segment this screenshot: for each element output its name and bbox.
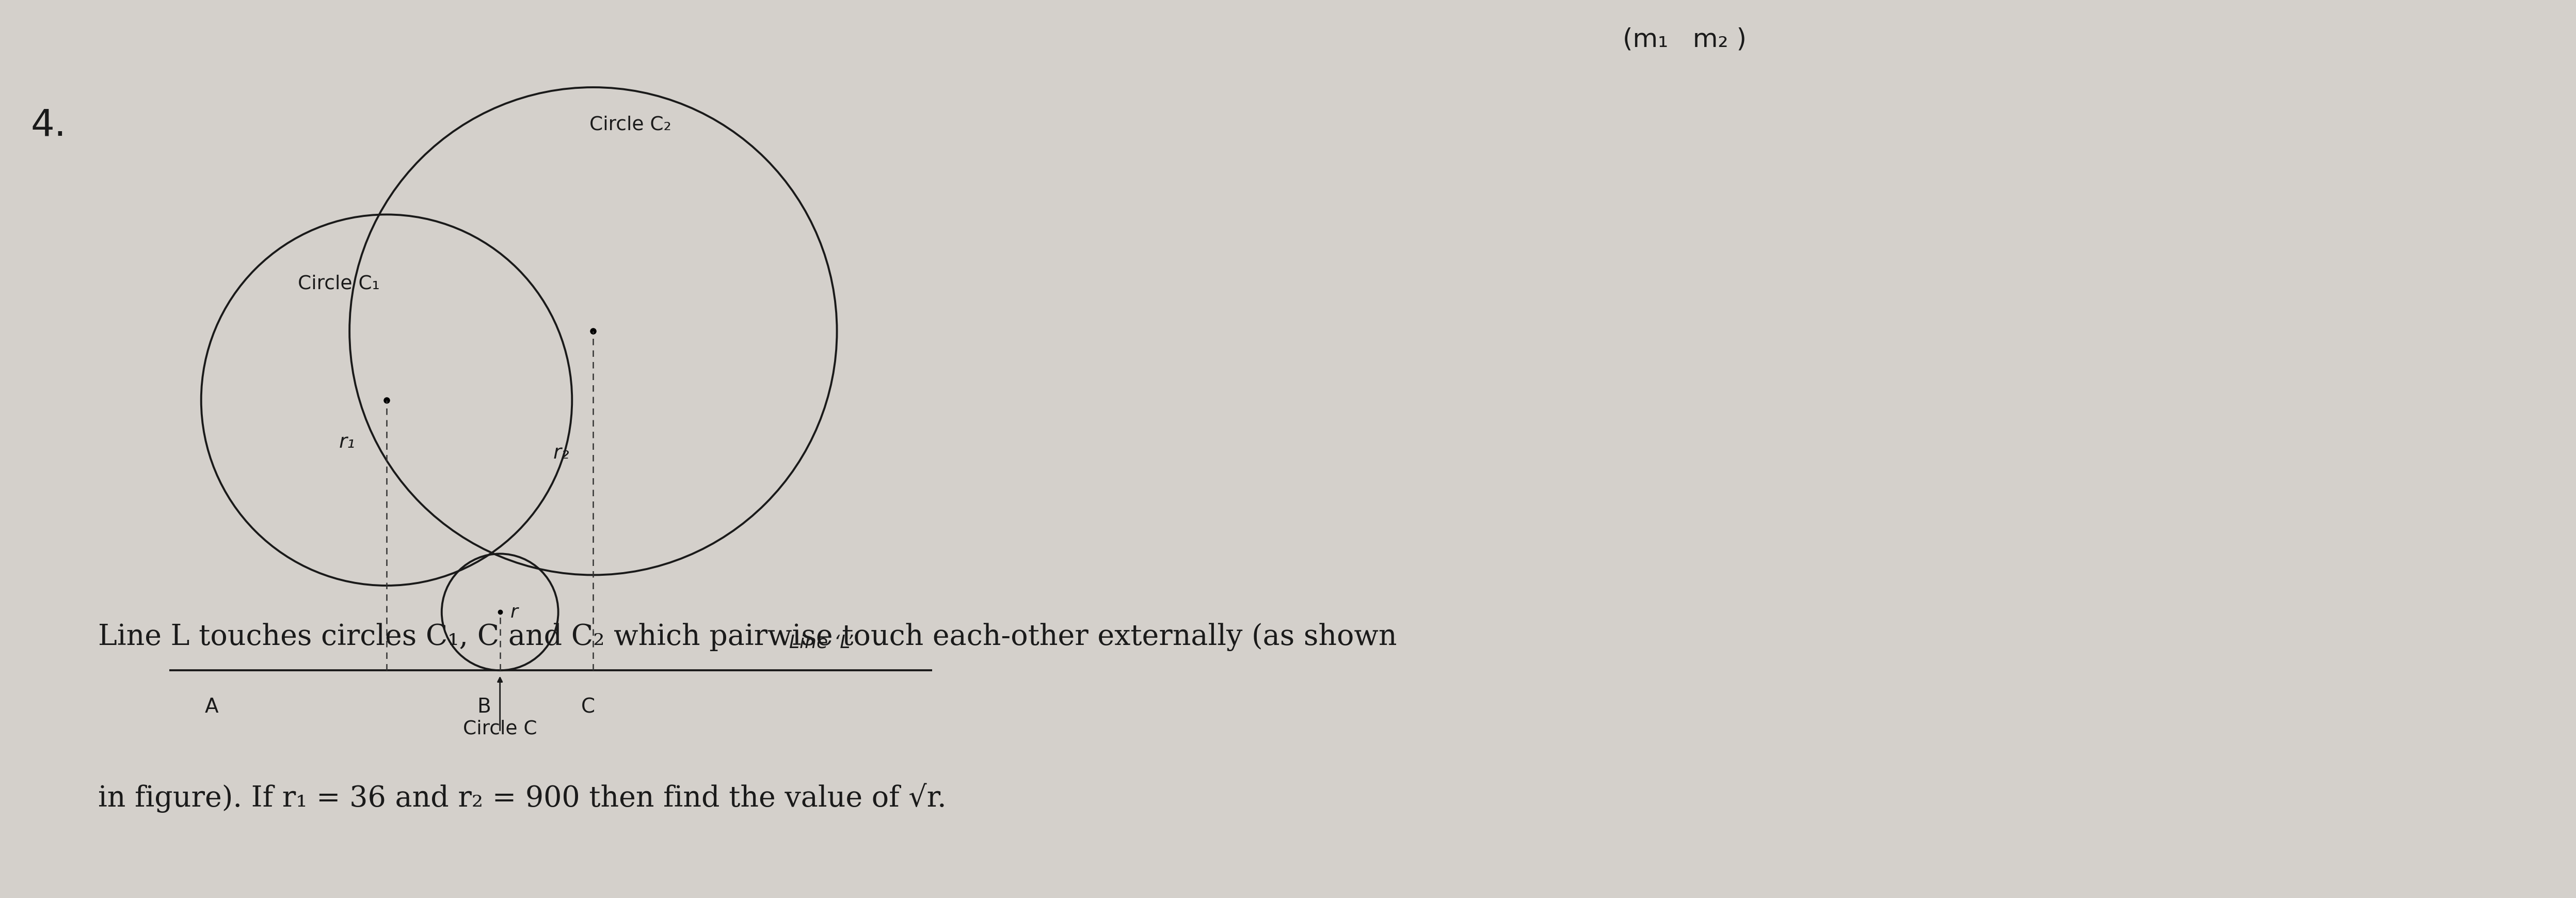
Text: 4.: 4. xyxy=(31,108,67,144)
Text: r₁: r₁ xyxy=(340,432,355,452)
Text: r₂: r₂ xyxy=(554,443,569,462)
Text: r: r xyxy=(510,603,518,621)
Text: A: A xyxy=(206,697,219,717)
Text: B: B xyxy=(477,697,492,717)
Text: Circle C₂: Circle C₂ xyxy=(590,115,672,134)
Text: Circle C: Circle C xyxy=(464,719,536,738)
Text: C: C xyxy=(582,697,595,717)
Text: Line L touches circles C₁, C and C₂ which pairwise touch each-other externally (: Line L touches circles C₁, C and C₂ whic… xyxy=(98,623,1396,651)
Text: in figure). If r₁ = 36 and r₂ = 900 then find the value of √r.: in figure). If r₁ = 36 and r₂ = 900 then… xyxy=(98,783,945,813)
Text: Circle C₁: Circle C₁ xyxy=(299,274,379,293)
Text: (m₁   m₂ ): (m₁ m₂ ) xyxy=(1623,27,1747,52)
Text: Line ‘L’: Line ‘L’ xyxy=(788,634,853,651)
